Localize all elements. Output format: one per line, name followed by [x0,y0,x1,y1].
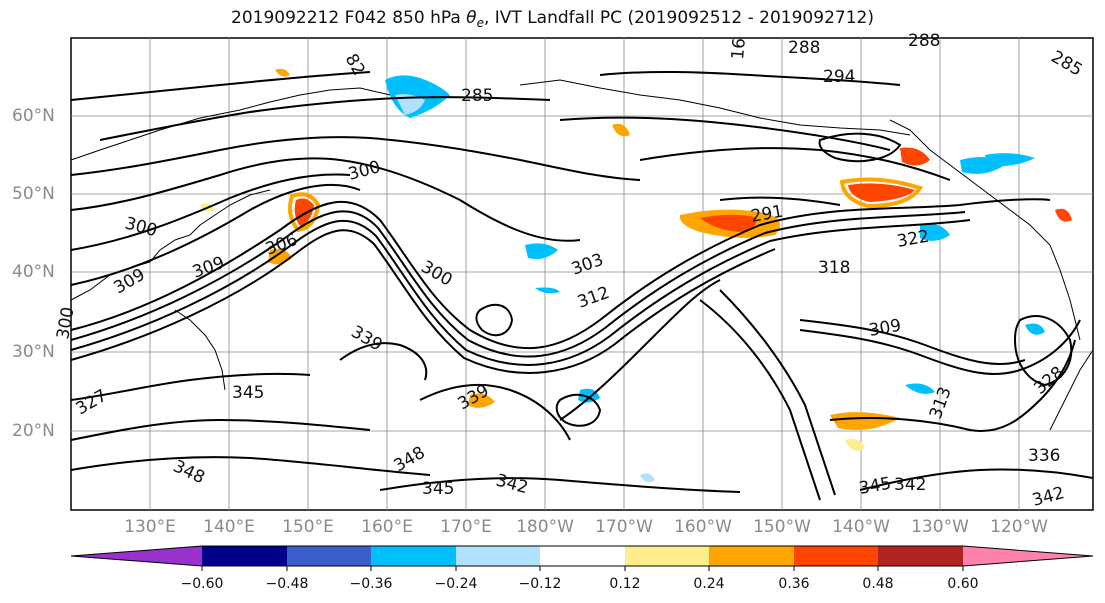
lat-label: 30°N [12,342,55,362]
lon-label: 150°W [753,517,811,537]
lon-label: 160°E [361,517,413,537]
graticule [71,38,1093,510]
theta-symbol: θ [466,8,477,28]
colorbar-tick-label: 0.12 [609,576,641,592]
lon-label: 170°E [440,517,492,537]
colorbar-tick-label: 0.48 [862,576,894,592]
map-title: 2019092212 F042 850 hPa θe, IVT Landfall… [0,8,1105,30]
contour-label: 318 [818,258,850,278]
colorbar-swatch [625,546,709,566]
colorbar-tick-label: 0.60 [947,576,979,592]
colorbar-tick-label: −0.12 [518,576,562,592]
lon-label: 170°W [595,517,653,537]
colorbar-tick-label: −0.36 [349,576,393,592]
lon-label: 130°E [124,517,176,537]
contour-label: 345 [232,383,264,403]
colorbar-tick-label: −0.48 [265,576,309,592]
colorbar-swatch [287,546,371,566]
colorbar-swatch [202,546,287,566]
lon-label: 160°W [674,517,732,537]
lon-label: 180°W [516,517,574,537]
lat-label: 40°N [12,262,55,282]
lon-label: 150°E [282,517,334,537]
contour-label: 342 [894,475,926,495]
theta-e-contours [70,70,1094,501]
contour-label: 16 [728,37,750,60]
colorbar-swatch [371,546,456,566]
contour-label: 336 [1028,446,1060,466]
contour-label: 288 [908,31,940,51]
shading-patches [200,68,1072,483]
title-prefix: 2019092212 F042 850 hPa [231,8,467,28]
contour-label: 288 [788,38,820,58]
colorbar-tick-label: −0.60 [180,576,224,592]
colorbar-swatch [794,546,878,566]
colorbar-swatch [878,546,963,566]
lon-label: 140°E [203,517,255,537]
theta-subscript: e [476,16,484,30]
lat-label: 20°N [12,421,55,441]
colorbar-tick-label: 0.36 [778,576,810,592]
lat-label: 50°N [12,184,55,204]
title-suffix: , IVT Landfall PC (2019092512 - 20190927… [483,8,874,28]
lon-label: 130°W [911,517,969,537]
colorbar-extend-min [71,546,202,566]
contour-label: 345 [422,479,454,499]
lon-label: 120°W [990,517,1048,537]
colorbar-extend-max [963,546,1093,566]
colorbar [70,545,1094,571]
lon-label: 140°W [832,517,890,537]
colorbar-tick-label: −0.24 [434,576,478,592]
colorbar-swatch [709,546,794,566]
contour-label: 285 [461,86,493,106]
colorbar-tick-label: 0.24 [693,576,725,592]
contour-label: 294 [823,67,855,87]
lat-label: 60°N [12,106,55,126]
colorbar-swatch [456,546,540,566]
colorbar-swatch [540,546,625,566]
